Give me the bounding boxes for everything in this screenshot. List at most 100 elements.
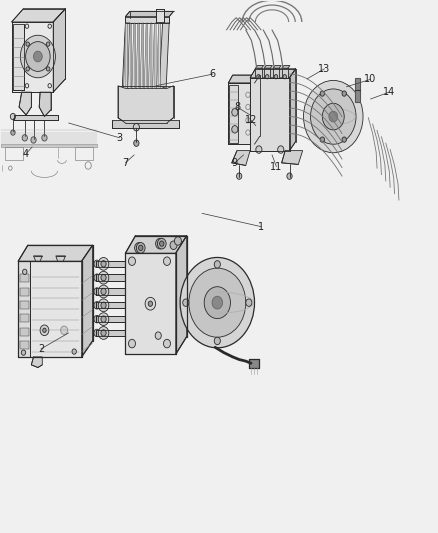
Circle shape [101,302,106,309]
Text: 11: 11 [270,161,282,172]
Circle shape [163,340,170,348]
Circle shape [231,126,237,133]
Bar [354,78,359,102]
Polygon shape [18,261,81,357]
Circle shape [98,313,109,326]
Circle shape [11,130,15,135]
Polygon shape [281,66,289,68]
Bar [281,68,287,78]
Circle shape [60,326,67,335]
Circle shape [303,80,362,153]
Polygon shape [156,23,160,88]
Polygon shape [14,115,57,120]
Polygon shape [281,151,302,165]
Circle shape [341,91,346,96]
Circle shape [341,137,346,142]
Polygon shape [33,256,42,261]
Circle shape [101,288,106,295]
Circle shape [22,135,27,141]
Circle shape [128,340,135,348]
Circle shape [310,89,355,144]
Circle shape [42,328,46,333]
Bar [19,328,29,336]
Text: 9: 9 [231,158,237,168]
Text: 3: 3 [117,133,123,143]
Text: 1: 1 [258,222,264,232]
Polygon shape [56,256,65,261]
Circle shape [182,299,188,306]
Circle shape [236,173,241,179]
Circle shape [134,140,139,147]
Circle shape [101,274,106,281]
Bar [229,85,237,143]
Circle shape [94,288,100,295]
Polygon shape [159,23,169,88]
Polygon shape [152,23,156,88]
Polygon shape [125,236,186,253]
Polygon shape [96,274,125,281]
Circle shape [155,332,161,340]
Bar [19,274,29,282]
Circle shape [133,124,139,131]
Circle shape [214,337,220,345]
Circle shape [98,271,109,284]
Circle shape [214,261,220,268]
Circle shape [138,245,143,251]
Polygon shape [127,23,131,88]
Circle shape [328,111,337,122]
Polygon shape [96,288,125,295]
Circle shape [31,137,36,143]
Circle shape [155,238,164,249]
Circle shape [170,241,177,249]
Circle shape [134,243,143,253]
Text: 12: 12 [244,115,257,125]
Circle shape [11,114,15,120]
Polygon shape [249,359,258,368]
Text: 4: 4 [23,149,29,159]
Text: 8: 8 [233,102,240,112]
Polygon shape [81,245,92,357]
Circle shape [255,146,261,154]
Circle shape [188,268,245,337]
Text: 10: 10 [364,75,376,84]
Circle shape [42,135,47,141]
Circle shape [265,75,268,79]
Polygon shape [96,261,125,267]
Circle shape [98,257,109,270]
Circle shape [46,67,50,71]
Polygon shape [228,83,254,144]
Polygon shape [125,17,169,23]
Polygon shape [31,357,42,368]
Circle shape [212,296,222,309]
Polygon shape [125,11,173,17]
Circle shape [163,257,170,265]
Polygon shape [255,66,263,68]
Polygon shape [53,9,65,92]
Polygon shape [264,66,272,68]
Circle shape [40,325,49,336]
Circle shape [98,327,109,340]
Polygon shape [12,9,65,22]
Polygon shape [250,69,295,78]
Polygon shape [18,245,92,261]
Circle shape [256,75,260,79]
Circle shape [128,257,135,265]
Text: 7: 7 [122,158,128,168]
Circle shape [174,237,181,245]
Bar [19,301,29,309]
Text: 2: 2 [38,344,44,354]
Circle shape [136,243,145,253]
Circle shape [286,173,291,179]
Circle shape [180,257,254,348]
Polygon shape [136,23,139,88]
Circle shape [319,137,324,142]
Polygon shape [140,23,143,88]
Polygon shape [125,253,175,354]
Polygon shape [19,92,31,115]
Circle shape [274,75,277,79]
Circle shape [148,301,152,306]
Circle shape [26,67,29,71]
Circle shape [94,316,100,323]
Polygon shape [144,23,148,88]
Circle shape [20,35,55,78]
